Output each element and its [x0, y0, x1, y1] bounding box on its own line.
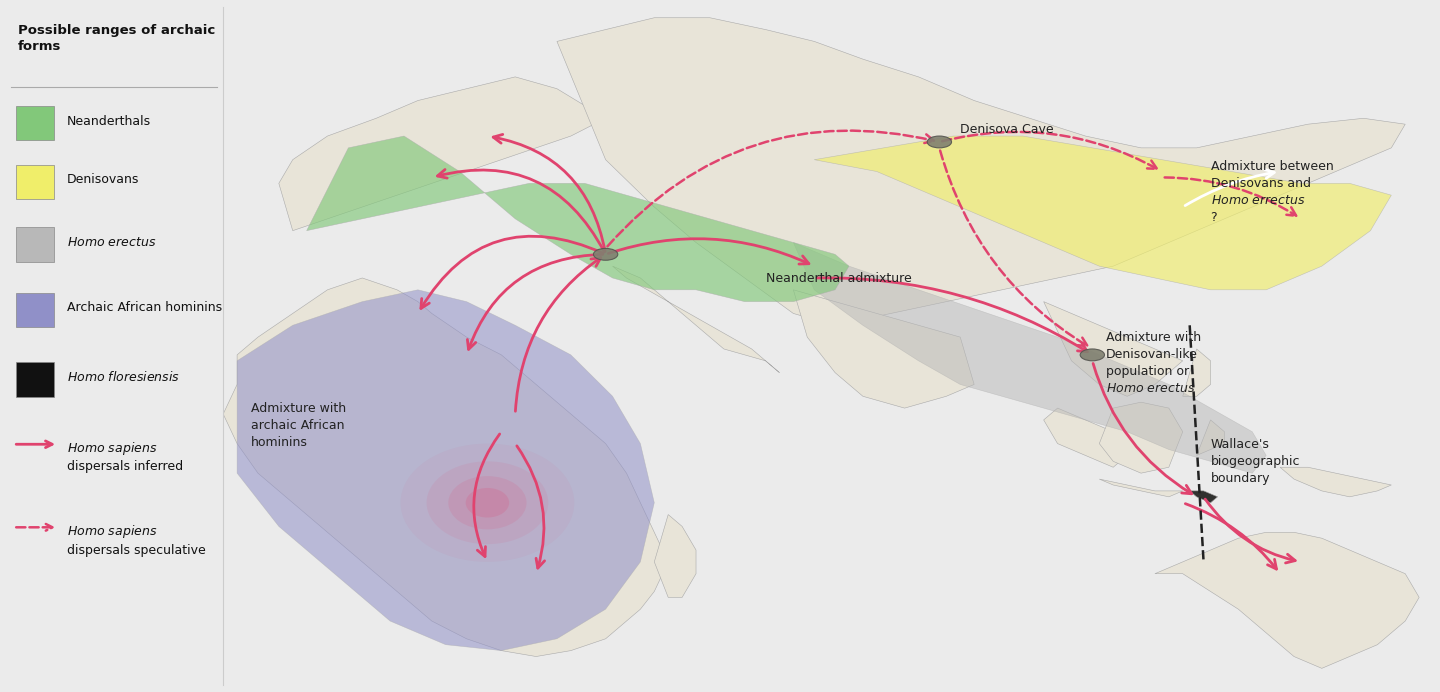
Text: Admixture with
Denisovan-like
population or
$\it{Homo}$ $\it{erectus}$: Admixture with Denisovan-like population…	[1106, 331, 1201, 395]
Polygon shape	[1044, 302, 1182, 397]
Text: $\it{Homo\ sapiens}$
dispersals speculative: $\it{Homo\ sapiens}$ dispersals speculat…	[66, 523, 206, 556]
Text: Admixture between
Denisovans and
$\it{Homo}$ $\it{errectus}$
?: Admixture between Denisovans and $\it{Ho…	[1211, 160, 1333, 224]
Text: Denisovans: Denisovans	[66, 174, 140, 186]
Ellipse shape	[593, 248, 618, 260]
Polygon shape	[238, 290, 654, 650]
Polygon shape	[814, 136, 1391, 290]
Polygon shape	[1099, 402, 1182, 473]
Ellipse shape	[400, 444, 575, 562]
Bar	[16, 293, 53, 327]
Text: Wallace's
biogeographic
boundary: Wallace's biogeographic boundary	[1211, 437, 1300, 484]
Ellipse shape	[927, 136, 952, 148]
Ellipse shape	[465, 488, 510, 518]
Text: Denisova Cave: Denisova Cave	[960, 123, 1054, 136]
Polygon shape	[279, 77, 606, 230]
Text: $\it{Homo\ sapiens}$
dispersals inferred: $\it{Homo\ sapiens}$ dispersals inferred	[66, 440, 183, 473]
Text: Neanderthals: Neanderthals	[66, 115, 151, 127]
Bar	[16, 227, 53, 262]
Bar	[16, 106, 53, 140]
Bar	[16, 362, 53, 397]
Text: $\it{Homo\ erectus}$: $\it{Homo\ erectus}$	[66, 236, 157, 248]
Ellipse shape	[1080, 349, 1104, 361]
Polygon shape	[1197, 420, 1224, 455]
Polygon shape	[1189, 491, 1217, 502]
Polygon shape	[654, 515, 696, 597]
Polygon shape	[1189, 491, 1217, 502]
Polygon shape	[307, 136, 850, 302]
Polygon shape	[1044, 408, 1128, 467]
Text: Possible ranges of archaic
forms: Possible ranges of archaic forms	[17, 24, 215, 53]
Bar	[16, 165, 53, 199]
Polygon shape	[612, 266, 779, 372]
Polygon shape	[793, 242, 1266, 473]
Polygon shape	[1099, 479, 1182, 497]
Text: Neanderthal admixture: Neanderthal admixture	[766, 272, 912, 285]
Text: Admixture with
archaic African
hominins: Admixture with archaic African hominins	[251, 402, 346, 449]
Ellipse shape	[448, 476, 527, 529]
Polygon shape	[1182, 349, 1211, 397]
Polygon shape	[223, 278, 668, 657]
Polygon shape	[1280, 467, 1391, 497]
Text: Archaic African hominins: Archaic African hominins	[66, 302, 222, 314]
Polygon shape	[557, 18, 1405, 325]
Polygon shape	[793, 290, 973, 408]
Text: $\it{Homo\ floresiensis}$: $\it{Homo\ floresiensis}$	[66, 370, 180, 384]
Polygon shape	[1155, 532, 1420, 668]
Ellipse shape	[426, 462, 549, 544]
